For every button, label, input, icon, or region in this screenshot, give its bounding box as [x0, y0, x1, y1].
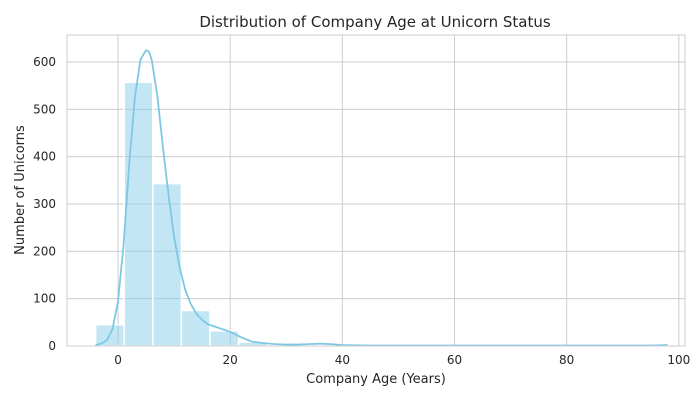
x-tick-label: 0	[114, 353, 122, 367]
y-axis-label: Number of Unicorns	[13, 125, 28, 255]
y-tick-label: 0	[48, 339, 56, 353]
y-tick-label: 300	[33, 197, 56, 211]
y-tick-label: 500	[33, 102, 56, 116]
x-tick-label: 60	[447, 353, 462, 367]
histogram-bar	[123, 81, 154, 347]
histogram-bar	[180, 309, 211, 347]
y-tick-label: 200	[33, 244, 56, 258]
x-tick-label: 80	[559, 353, 574, 367]
x-tick-labels: 0 20 40 60 80 100	[114, 353, 690, 367]
chart-title: Distribution of Company Age at Unicorn S…	[199, 13, 550, 31]
histogram-bars	[94, 81, 669, 347]
x-tick-label: 100	[667, 353, 690, 367]
x-tick-label: 40	[335, 353, 350, 367]
x-axis-label: Company Age (Years)	[306, 372, 446, 387]
y-tick-label: 100	[33, 292, 56, 306]
x-tick-label: 20	[223, 353, 238, 367]
y-tick-label: 600	[33, 55, 56, 69]
plot-frame	[66, 34, 686, 347]
y-tick-label: 400	[33, 150, 56, 164]
histogram-bar	[152, 182, 183, 347]
grid	[67, 35, 685, 347]
y-tick-labels: 0 100 200 300 400 500 600	[33, 55, 56, 353]
